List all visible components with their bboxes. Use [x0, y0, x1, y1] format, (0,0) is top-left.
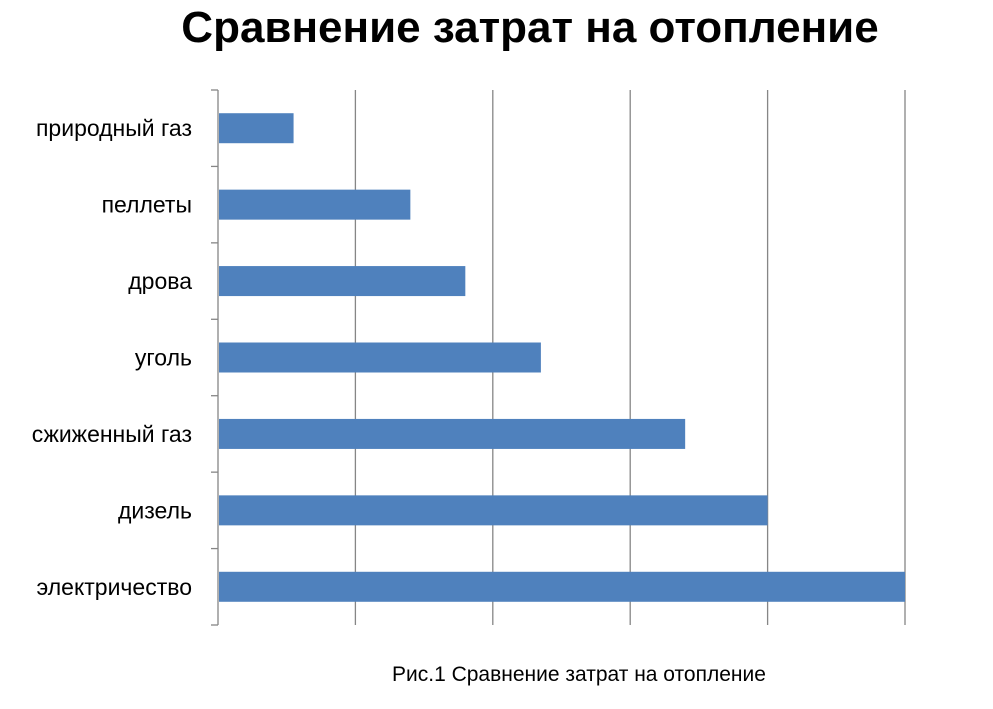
category-label-6: дизель — [118, 497, 192, 523]
bar-6 — [219, 495, 768, 526]
category-label-5: сжиженный газ — [32, 421, 192, 447]
category-label-3: дрова — [128, 268, 192, 294]
bar-2 — [219, 189, 411, 220]
category-label-4: уголь — [135, 345, 192, 371]
bars — [219, 113, 905, 602]
bar-3 — [219, 266, 466, 297]
bar-7 — [219, 571, 905, 602]
bar-4 — [219, 342, 541, 373]
category-label-7: электричество — [37, 574, 193, 600]
category-axis — [211, 89, 219, 626]
chart-title: Сравнение затрат на отопление — [181, 3, 879, 52]
category-label-2: пеллеты — [102, 192, 192, 218]
figure-caption: Рис.1 Сравнение затрат на отопление — [392, 663, 766, 686]
category-labels: природный газ пеллеты дрова уголь сжиженный … — [32, 115, 193, 600]
bar-1 — [219, 113, 294, 144]
category-label-1: природный газ — [36, 115, 192, 141]
bar-5 — [219, 418, 686, 449]
